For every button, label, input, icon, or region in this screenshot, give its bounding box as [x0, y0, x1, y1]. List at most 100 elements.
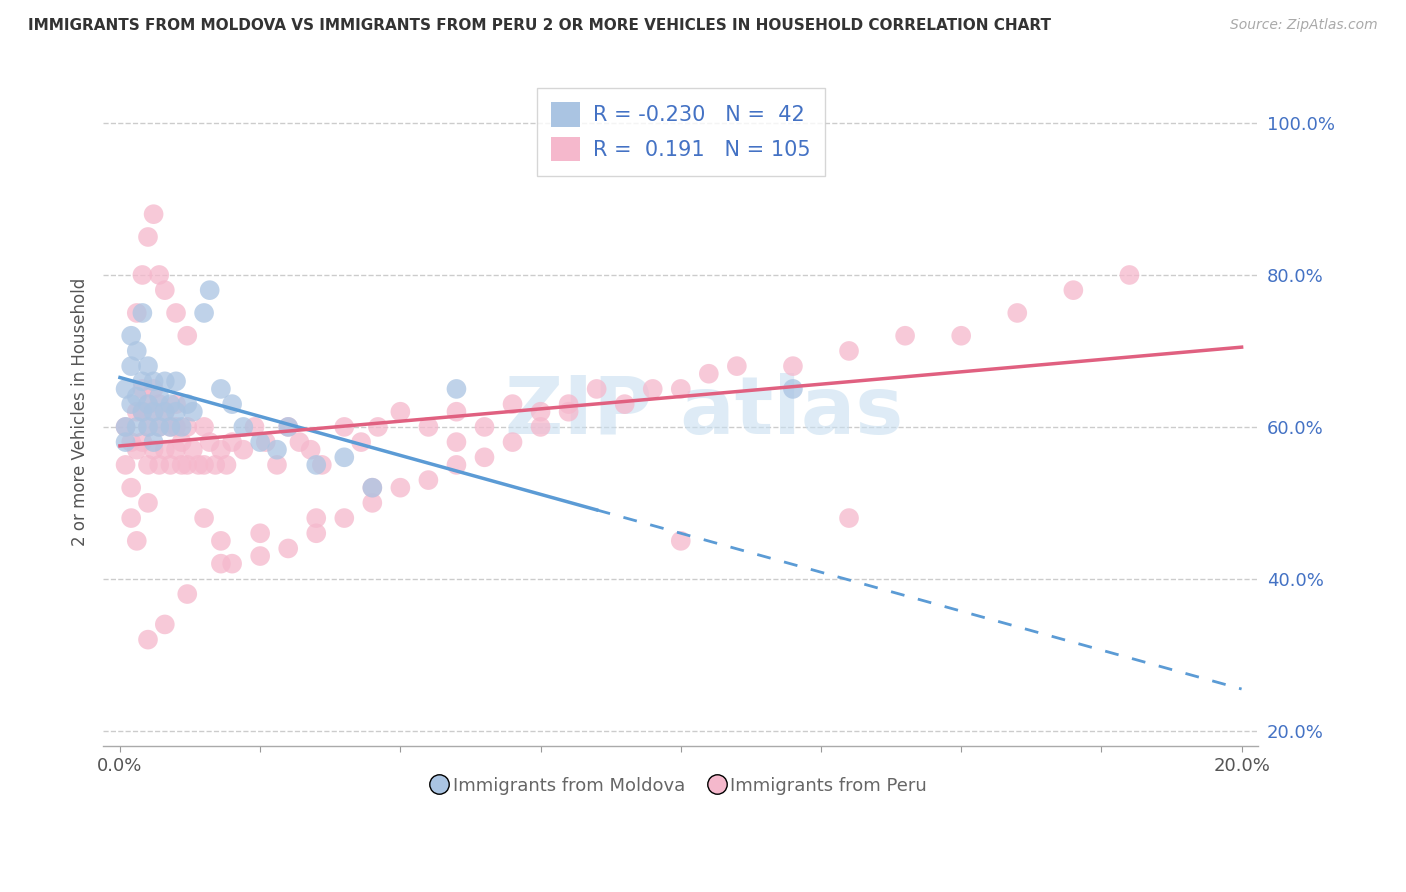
Point [249, 549, 271, 563]
Point [446, 435, 468, 450]
Point [153, 283, 176, 297]
Point [418, 473, 440, 487]
Point [950, 328, 973, 343]
Point [299, 442, 322, 457]
Point [176, 587, 198, 601]
Point [114, 435, 136, 450]
Point [136, 420, 159, 434]
Point [585, 382, 607, 396]
Point [148, 390, 170, 404]
Point [266, 458, 288, 472]
Point [136, 397, 159, 411]
Point [198, 283, 221, 297]
Point [125, 390, 148, 404]
Point [361, 481, 384, 495]
Point [120, 359, 142, 373]
Point [165, 442, 187, 457]
Point [557, 405, 579, 419]
Point [193, 420, 215, 434]
Point [148, 420, 170, 434]
Point [838, 511, 860, 525]
Point [170, 420, 193, 434]
Point [474, 450, 496, 465]
Point [613, 397, 636, 411]
Point [159, 458, 181, 472]
Point [187, 458, 209, 472]
Point [131, 374, 153, 388]
Point [131, 405, 153, 419]
Point [367, 420, 389, 434]
Point [165, 420, 187, 434]
Point [193, 306, 215, 320]
Text: ZIP atlas: ZIP atlas [505, 373, 903, 450]
Point [114, 420, 136, 434]
Point [176, 420, 198, 434]
Point [249, 526, 271, 541]
Point [136, 420, 159, 434]
Point [221, 557, 243, 571]
Point [176, 458, 198, 472]
Point [697, 367, 720, 381]
Point [389, 405, 412, 419]
Point [153, 442, 176, 457]
Point [136, 359, 159, 373]
Point [114, 458, 136, 472]
Point [725, 359, 748, 373]
Point [125, 343, 148, 358]
Y-axis label: 2 or more Vehicles in Household: 2 or more Vehicles in Household [72, 277, 89, 546]
Point [136, 496, 159, 510]
Point [176, 397, 198, 411]
Point [502, 397, 524, 411]
Point [350, 435, 373, 450]
Point [198, 435, 221, 450]
Point [153, 617, 176, 632]
Point [557, 397, 579, 411]
Text: IMMIGRANTS FROM MOLDOVA VS IMMIGRANTS FROM PERU 2 OR MORE VEHICLES IN HOUSEHOLD : IMMIGRANTS FROM MOLDOVA VS IMMIGRANTS FR… [28, 18, 1052, 33]
Point [142, 405, 165, 419]
Point [243, 420, 266, 434]
Point [204, 458, 226, 472]
Point [838, 343, 860, 358]
Point [165, 306, 187, 320]
Point [148, 397, 170, 411]
Point [311, 458, 333, 472]
Point [305, 511, 328, 525]
Point [120, 397, 142, 411]
Point [266, 442, 288, 457]
Point [131, 268, 153, 282]
Point [193, 458, 215, 472]
Point [894, 328, 917, 343]
Point [221, 435, 243, 450]
Point [249, 435, 271, 450]
Point [142, 382, 165, 396]
Point [125, 442, 148, 457]
Point [131, 306, 153, 320]
Point [209, 557, 232, 571]
Point [333, 450, 356, 465]
Point [153, 405, 176, 419]
Text: Source: ZipAtlas.com: Source: ZipAtlas.com [1230, 18, 1378, 32]
Point [165, 405, 187, 419]
Point [165, 374, 187, 388]
Point [153, 374, 176, 388]
Point [221, 397, 243, 411]
Point [277, 541, 299, 556]
Point [170, 458, 193, 472]
Point [159, 420, 181, 434]
Point [193, 511, 215, 525]
Point [136, 397, 159, 411]
Point [142, 405, 165, 419]
Point [159, 420, 181, 434]
Point [641, 382, 664, 396]
Point [232, 442, 254, 457]
Point [254, 435, 277, 450]
Point [333, 420, 356, 434]
Point [136, 230, 159, 244]
Point [1062, 283, 1084, 297]
Point [125, 533, 148, 548]
Point [446, 382, 468, 396]
Point [215, 458, 238, 472]
Point [209, 533, 232, 548]
Point [148, 458, 170, 472]
Point [529, 420, 551, 434]
